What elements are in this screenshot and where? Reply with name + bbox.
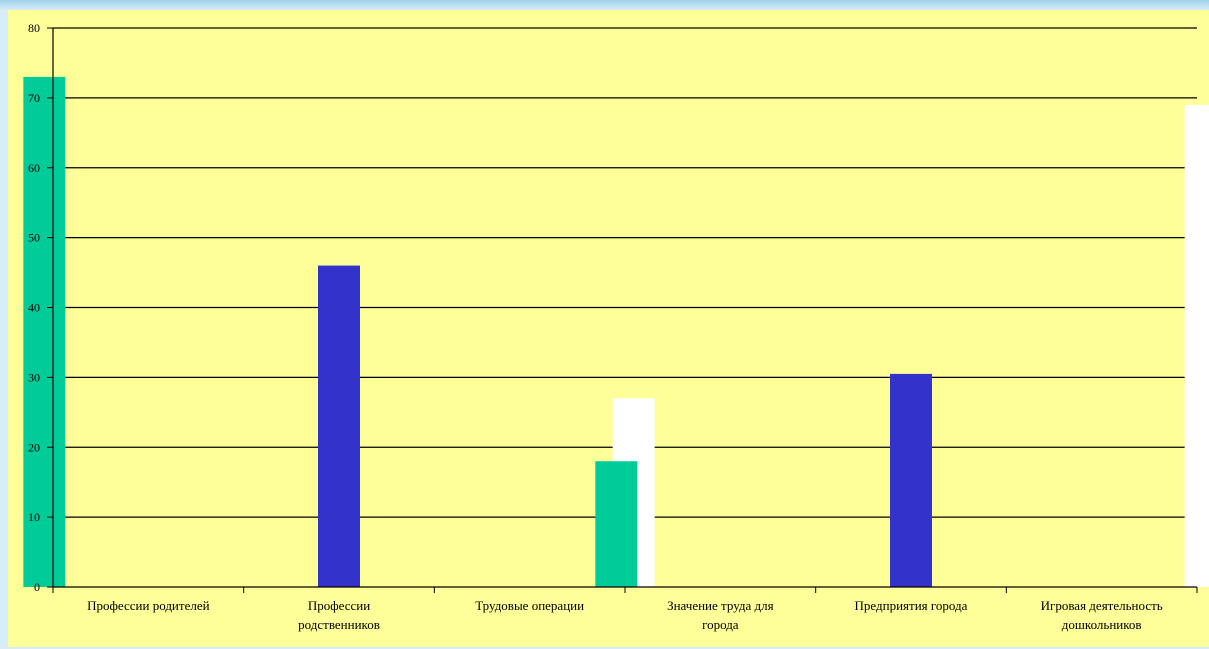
y-tick-label: 20 <box>28 440 40 454</box>
bar <box>595 461 638 587</box>
gridlines <box>53 27 1197 518</box>
title-strip <box>0 0 1209 10</box>
y-tick-label: 10 <box>28 510 40 524</box>
x-category-label: Профессии родителей <box>87 598 210 613</box>
x-category-labels: Профессии родителей Профессии родственнико… <box>87 598 1163 632</box>
x-category-label: города <box>702 617 739 632</box>
y-tick-label: 0 <box>34 580 40 594</box>
bar <box>1184 104 1209 588</box>
y-tick-labels: 0 10 20 30 40 50 60 70 80 <box>28 21 40 594</box>
x-category-label: Предприятия города <box>855 598 968 613</box>
bar <box>890 373 932 587</box>
y-tick-label: 40 <box>28 301 40 315</box>
x-category-label: Профессии <box>308 598 370 613</box>
y-tick-label: 80 <box>28 21 40 35</box>
x-category-label: Игровая деятельность <box>1041 598 1163 613</box>
axes <box>47 27 1198 593</box>
x-category-label: дошкольников <box>1062 617 1142 632</box>
y-tick-label: 70 <box>28 91 40 105</box>
y-tick-label: 50 <box>28 231 40 245</box>
bar <box>318 265 360 587</box>
y-tick-label: 30 <box>28 370 40 384</box>
x-category-label: родственников <box>298 617 380 632</box>
x-category-label: Трудовые операции <box>475 598 584 613</box>
x-category-label: Значение труда для <box>667 598 774 613</box>
bars <box>23 76 1209 588</box>
bar <box>23 76 66 587</box>
y-tick-label: 60 <box>28 161 40 175</box>
